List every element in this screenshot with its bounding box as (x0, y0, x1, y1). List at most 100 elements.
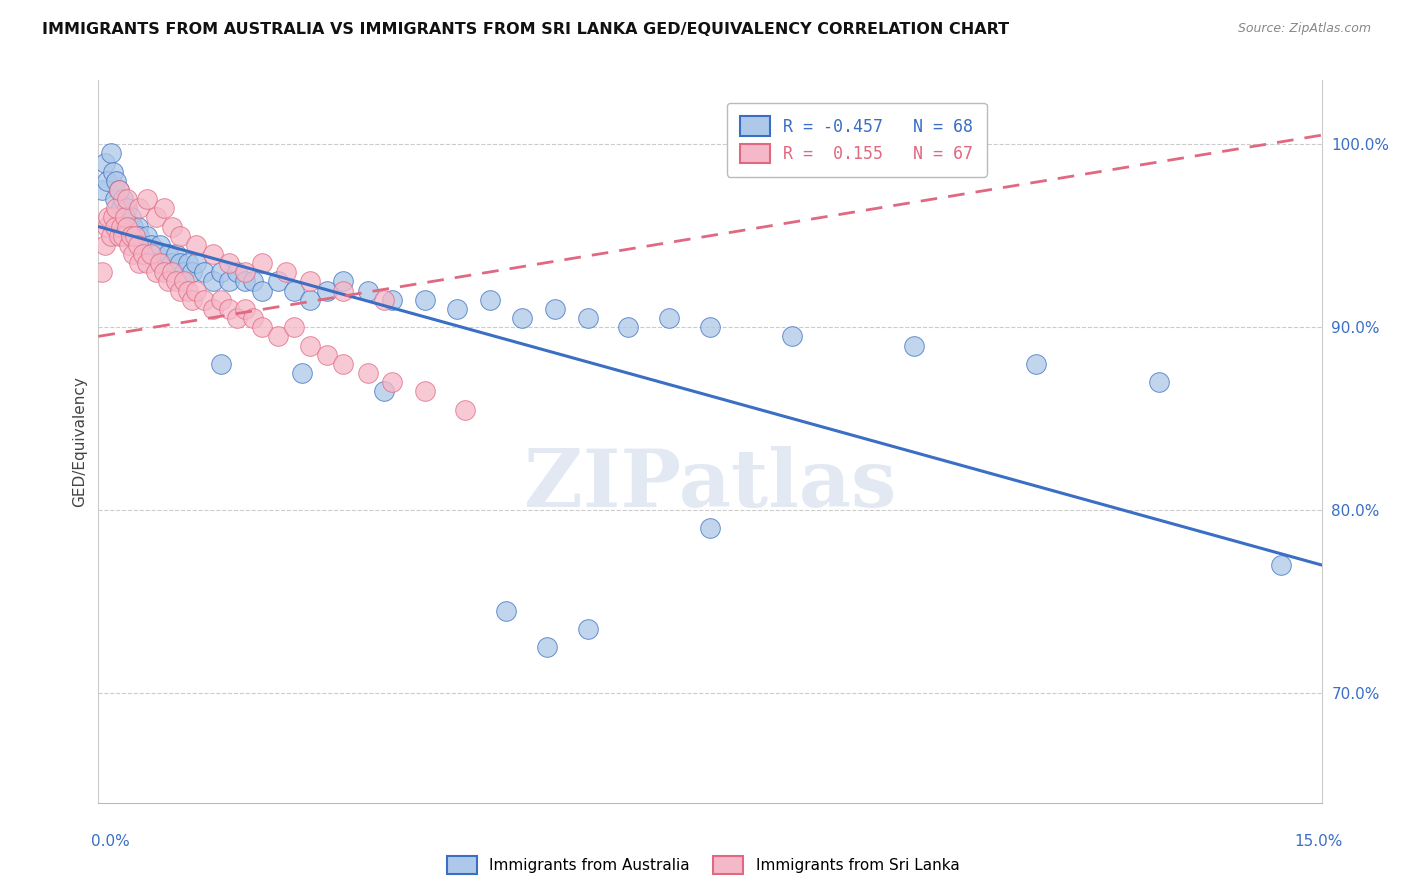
Point (124, 228, 146, 243)
Point (120, 228, 142, 243)
Point (91, 265, 114, 279)
Point (136, 228, 159, 243)
Point (121, 247, 143, 261)
Point (242, 311, 264, 326)
Point (152, 265, 174, 279)
Point (173, 265, 195, 279)
Point (104, 192, 127, 206)
Point (169, 256, 191, 270)
Point (267, 275, 290, 289)
Point (152, 202, 174, 216)
Point (903, 338, 925, 352)
Text: 0.0%: 0.0% (91, 834, 131, 849)
Point (115, 219, 138, 234)
Point (658, 311, 681, 326)
Point (186, 256, 208, 270)
Point (226, 311, 249, 326)
Y-axis label: GED/Equivalency: GED/Equivalency (72, 376, 87, 507)
Point (91, 183, 114, 197)
Point (274, 265, 297, 279)
Point (101, 165, 124, 179)
Point (156, 247, 179, 261)
Point (1147, 375, 1170, 389)
Point (699, 521, 721, 535)
Point (495, 604, 517, 618)
Point (299, 293, 322, 307)
Point (96, 219, 118, 234)
Point (118, 238, 141, 252)
Text: IMMIGRANTS FROM AUSTRALIA VS IMMIGRANTS FROM SRI LANKA GED/EQUIVALENCY CORRELATI: IMMIGRANTS FROM AUSTRALIA VS IMMIGRANTS … (42, 22, 1010, 37)
Point (332, 284, 354, 298)
Legend: Immigrants from Australia, Immigrants from Sri Lanka: Immigrants from Australia, Immigrants fr… (440, 850, 966, 880)
Point (141, 238, 163, 252)
Point (315, 284, 337, 298)
Point (512, 311, 534, 326)
Point (110, 202, 132, 216)
Point (136, 256, 159, 270)
Point (186, 284, 208, 298)
Point (381, 293, 404, 307)
Point (250, 256, 273, 270)
Point (1270, 558, 1292, 572)
Point (120, 211, 142, 225)
Text: 15.0%: 15.0% (1295, 834, 1343, 849)
Point (201, 247, 224, 261)
Point (173, 275, 195, 289)
Point (94, 155, 117, 169)
Point (209, 357, 232, 371)
Point (101, 211, 124, 225)
Point (283, 284, 305, 298)
Point (186, 238, 208, 252)
Point (104, 219, 127, 234)
Point (145, 211, 167, 225)
Point (132, 238, 155, 252)
Point (141, 247, 163, 261)
Point (127, 219, 149, 234)
Point (128, 228, 150, 243)
Point (576, 622, 599, 636)
Point (97, 211, 120, 225)
Point (267, 329, 290, 343)
Point (478, 293, 501, 307)
Point (127, 238, 149, 252)
Point (373, 293, 395, 307)
Point (160, 256, 183, 270)
Point (108, 228, 131, 243)
Point (291, 366, 314, 380)
Point (128, 256, 150, 270)
Point (1025, 357, 1047, 371)
Point (780, 329, 803, 343)
Text: ZIPatlas: ZIPatlas (524, 446, 896, 524)
Point (110, 219, 132, 234)
Point (283, 320, 305, 334)
Point (136, 192, 159, 206)
Point (169, 284, 191, 298)
Point (156, 275, 179, 289)
Point (373, 384, 395, 399)
Point (544, 301, 567, 316)
Point (454, 402, 477, 417)
Point (299, 275, 322, 289)
Point (250, 320, 273, 334)
Point (699, 320, 721, 334)
Point (160, 265, 183, 279)
Point (242, 275, 264, 289)
Point (118, 219, 141, 234)
Point (332, 357, 354, 371)
Point (105, 174, 128, 188)
Point (218, 301, 240, 316)
Point (181, 265, 204, 279)
Point (332, 275, 354, 289)
Point (100, 146, 122, 161)
Point (177, 256, 200, 270)
Point (315, 348, 337, 362)
Point (145, 247, 167, 261)
Point (201, 301, 224, 316)
Point (111, 228, 134, 243)
Point (111, 192, 134, 206)
Point (413, 293, 436, 307)
Point (250, 284, 273, 298)
Point (128, 202, 150, 216)
Point (177, 284, 200, 298)
Point (218, 256, 240, 270)
